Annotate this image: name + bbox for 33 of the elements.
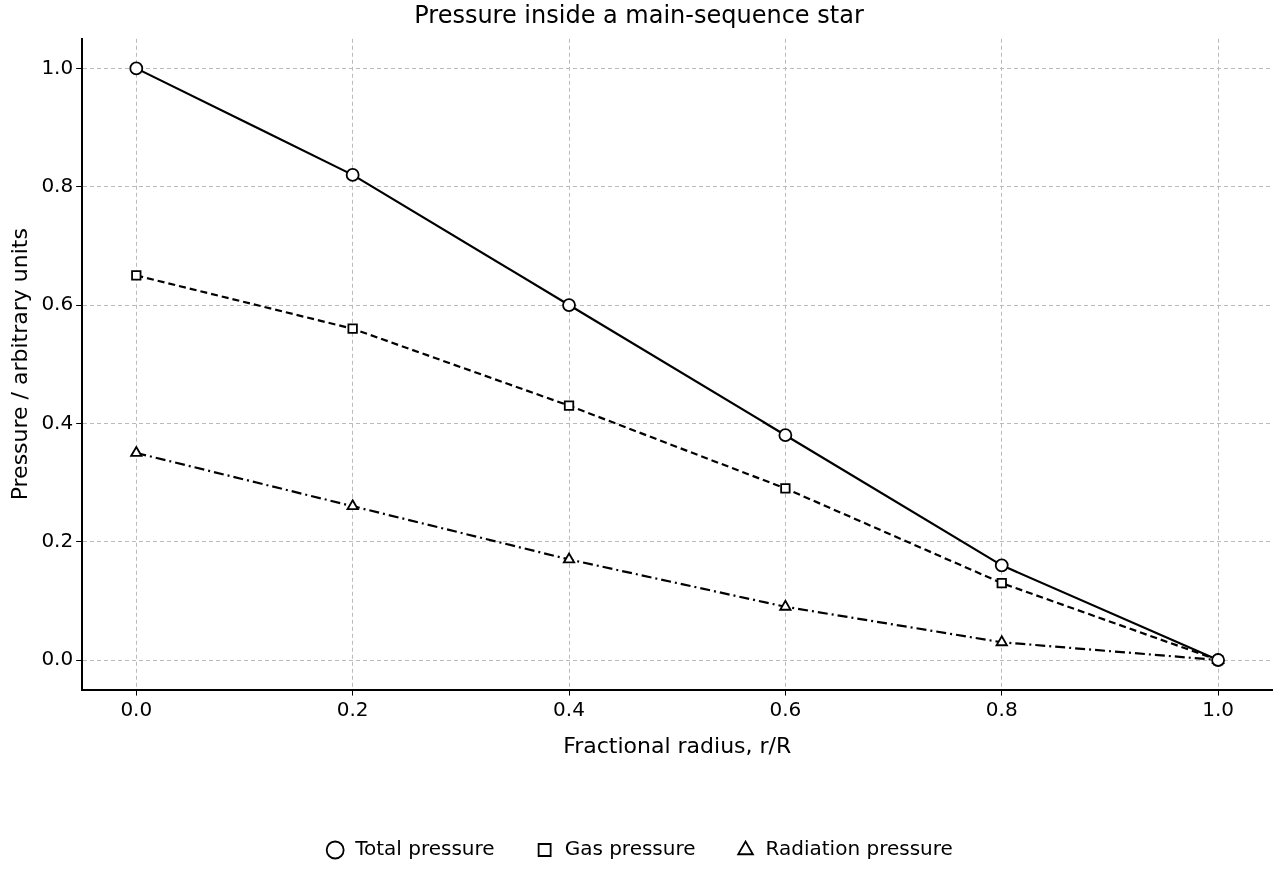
- y-tick-label: 0.0: [41, 646, 74, 671]
- x-tick-label: 0.0: [120, 696, 153, 721]
- point: [563, 400, 575, 411]
- y-tick-label: 0.2: [41, 527, 74, 552]
- y-tick-label: 0.6: [41, 291, 74, 316]
- point: [996, 577, 1007, 589]
- x-tick-label: 0.2: [336, 696, 369, 721]
- y-tick-label: 0.8: [41, 172, 74, 197]
- legend-label: Total pressure: [354, 836, 495, 861]
- legend-label: Radiation pressure: [765, 836, 953, 861]
- y-axis-title: Pressure / arbitrary units: [6, 228, 32, 501]
- x-tick-label: 1.0: [1202, 696, 1235, 721]
- point: [778, 428, 793, 443]
- point: [129, 61, 144, 76]
- point: [779, 599, 792, 611]
- point: [345, 167, 360, 182]
- y-tick-label: 1.0: [41, 54, 74, 79]
- point: [562, 298, 576, 312]
- x-axis-title: Fractional radius, r/R: [563, 732, 792, 758]
- point: [347, 323, 358, 334]
- legend-label: Gas pressure: [564, 836, 696, 861]
- y-tick-label: 0.4: [41, 409, 74, 434]
- x-tick-label: 0.8: [985, 696, 1018, 721]
- point: [994, 558, 1009, 573]
- x-tick-label: 0.4: [553, 696, 585, 721]
- point: [780, 483, 791, 494]
- point: [131, 270, 142, 281]
- point: [346, 499, 359, 511]
- point: [562, 552, 576, 564]
- chart-title: Pressure inside a main-sequence star: [414, 0, 864, 29]
- x-tick-label: 0.6: [769, 696, 802, 721]
- point: [995, 635, 1008, 647]
- point: [130, 446, 143, 457]
